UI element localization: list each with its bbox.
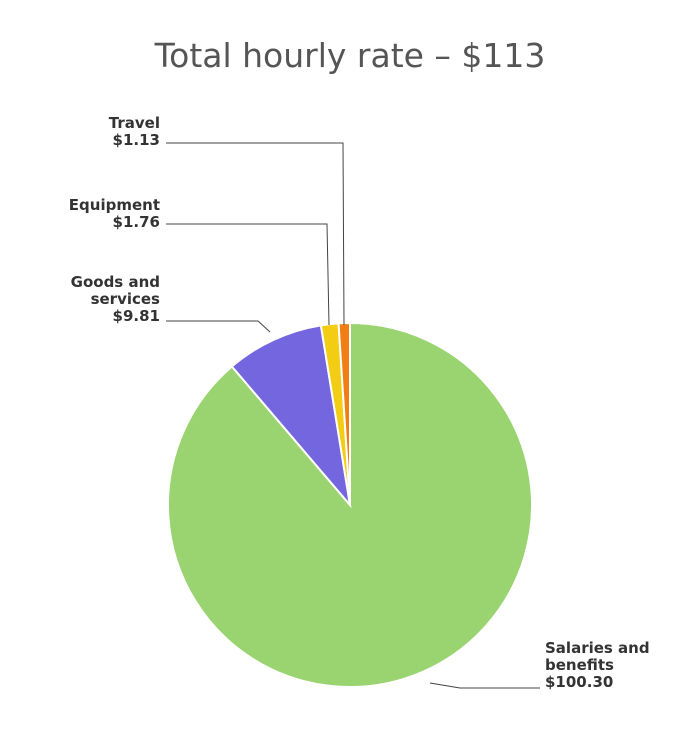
slice-label-salaries-benefits: Salaries and benefits $100.30 <box>545 639 650 691</box>
slice-name-equipment: Equipment <box>69 196 160 214</box>
leader-line-travel <box>166 142 345 326</box>
pie-slices <box>167 321 533 688</box>
leader-line-goods-services <box>166 320 271 333</box>
pie-slice-goods-services <box>230 324 352 509</box>
leader-line-salaries-benefits <box>429 682 540 689</box>
slice-value-equipment: $1.76 <box>113 213 160 231</box>
slice-label-equipment: Equipment $1.76 <box>69 196 160 231</box>
leader-lines <box>166 142 540 689</box>
slice-label-travel: Travel $1.13 <box>109 114 160 149</box>
slice-value-salaries-benefits: $100.30 <box>545 673 613 691</box>
slice-value-goods-services: $9.81 <box>113 307 160 325</box>
slice-value-travel: $1.13 <box>113 131 160 149</box>
slice-name-goods-services: services <box>91 290 160 308</box>
slice-name-goods-services: Goods and <box>71 273 160 291</box>
chart-title: Total hourly rate – $113 <box>154 36 546 75</box>
slice-labels: Salaries and benefits $100.30 Goods and serv… <box>69 114 650 691</box>
slice-name-travel: Travel <box>109 114 160 132</box>
leader-line-equipment <box>166 223 330 326</box>
slice-name-salaries-benefits: Salaries and <box>545 639 650 657</box>
slice-label-goods-services: Goods and services $9.81 <box>71 273 160 325</box>
slice-name-salaries-benefits: benefits <box>545 656 614 674</box>
